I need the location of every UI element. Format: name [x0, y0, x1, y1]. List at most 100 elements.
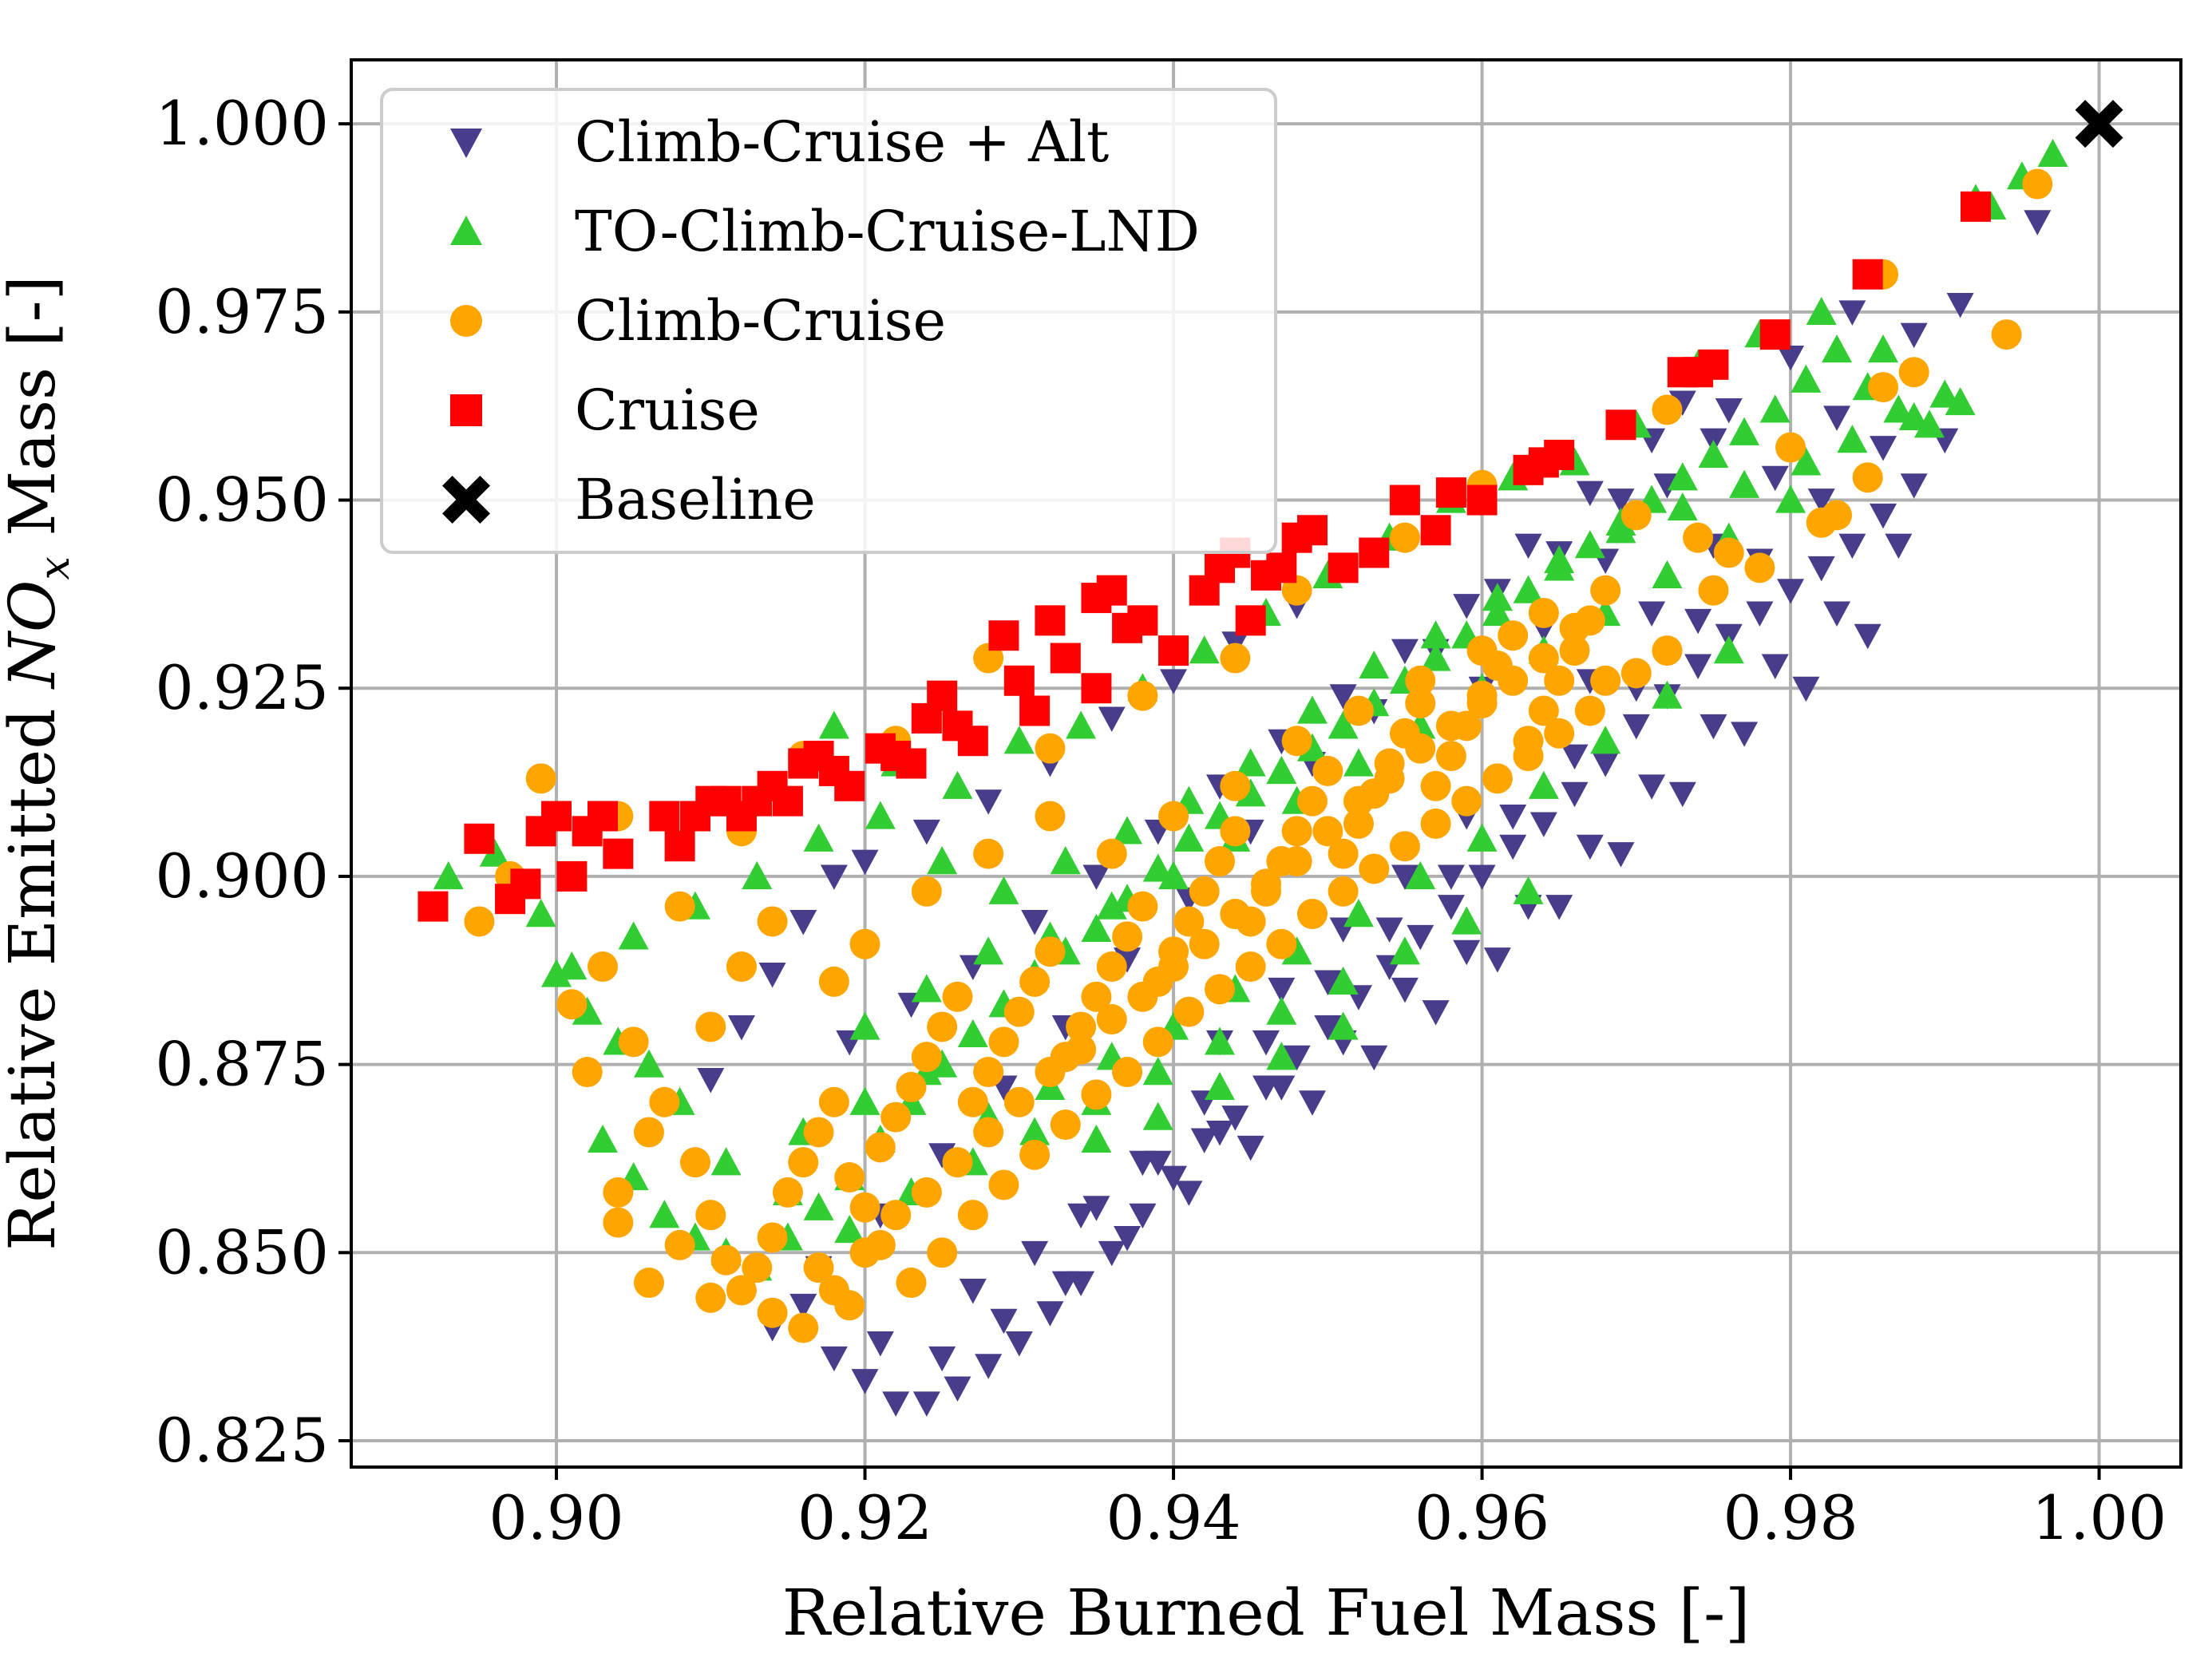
data-point [1067, 1203, 1095, 1229]
x-axis-title: Relative Burned Fuel Mass [-] [782, 1576, 1751, 1650]
data-point [1189, 876, 1220, 907]
data-point [1807, 556, 1835, 582]
data-point [525, 763, 556, 794]
data-point [1235, 778, 1266, 807]
data-point [1220, 816, 1251, 847]
data-point [572, 996, 603, 1025]
data-point [1559, 612, 1590, 643]
data-point [1175, 1181, 1203, 1206]
data-point [1081, 673, 1112, 704]
y-tick-label: 0.950 [155, 465, 329, 536]
data-point [1482, 763, 1513, 794]
data-point [1266, 755, 1297, 785]
data-point [880, 1200, 912, 1231]
data-point [1281, 936, 1312, 965]
data-point [1483, 947, 1511, 973]
data-point [1420, 515, 1451, 546]
data-point [896, 748, 927, 779]
data-point [1160, 669, 1188, 694]
data-point [1220, 899, 1251, 930]
data-point [911, 1042, 942, 1073]
data-point [1435, 710, 1466, 742]
data-point [1096, 891, 1127, 920]
data-point [1775, 432, 1806, 463]
data-point [1868, 372, 1899, 403]
data-point [1314, 970, 1342, 995]
data-point [1759, 394, 1791, 423]
data-point [1019, 695, 1051, 726]
data-point [1559, 635, 1590, 666]
y-axis-title: Relative Emitted NOx Mass [-] [0, 275, 79, 1251]
x-tick-label: 1.00 [2032, 1482, 2166, 1553]
data-point [1205, 846, 1236, 877]
data-point [695, 1282, 726, 1313]
data-point [1746, 601, 1774, 627]
data-point [1544, 544, 1575, 574]
data-point [1019, 966, 1051, 997]
data-point [633, 1268, 664, 1299]
data-point [1328, 552, 1359, 583]
y-tick-label: 0.825 [155, 1405, 329, 1476]
data-point [1437, 864, 1465, 890]
data-point [1142, 1102, 1173, 1130]
data-point [1420, 620, 1451, 649]
data-point [1806, 296, 1837, 325]
data-point [1529, 812, 1557, 837]
data-point [1731, 722, 1759, 747]
data-point [1343, 748, 1374, 777]
x-tick-label: 0.92 [797, 1482, 932, 1553]
data-point [942, 981, 973, 1012]
data-point [1528, 597, 1559, 628]
data-point [896, 1268, 927, 1299]
data-point [1576, 481, 1604, 507]
data-point [1036, 1301, 1064, 1327]
data-point [942, 1147, 973, 1178]
data-point [1296, 733, 1328, 761]
data-point [944, 1376, 971, 1402]
series-climb-cruise [464, 168, 2053, 1343]
data-point [1190, 1128, 1218, 1153]
data-point [1237, 1135, 1264, 1161]
data-point [1281, 846, 1312, 877]
data-point [697, 1068, 725, 1094]
data-point [865, 1229, 896, 1260]
data-point [959, 1278, 987, 1304]
data-point [1513, 575, 1544, 603]
data-point [927, 1049, 958, 1078]
data-point [649, 801, 680, 832]
data-point [1035, 801, 1066, 832]
data-point [1112, 816, 1143, 844]
data-point [834, 1290, 865, 1321]
data-point [433, 860, 464, 890]
y-tick-label: 1.000 [155, 88, 329, 159]
data-point [1638, 774, 1666, 800]
data-point [1605, 409, 1636, 441]
data-point [1296, 515, 1328, 546]
data-point [1870, 436, 1897, 461]
data-point [789, 910, 817, 935]
legend-box [380, 88, 1277, 554]
data-point [1466, 823, 1498, 852]
data-point [849, 1192, 880, 1223]
data-point [1898, 357, 1929, 388]
data-point [1885, 533, 1913, 560]
data-point [556, 951, 588, 980]
data-point [1343, 695, 1374, 726]
data-point [1050, 643, 1081, 674]
data-point [1281, 816, 1312, 847]
data-point [1142, 1026, 1173, 1058]
data-point [803, 823, 834, 852]
data-point [1420, 770, 1451, 801]
data-point [695, 1011, 726, 1042]
data-point [912, 1391, 940, 1417]
data-point [1220, 770, 1251, 801]
data-point [818, 966, 849, 997]
data-point [1405, 688, 1436, 719]
data-point [1437, 895, 1465, 920]
data-point [556, 860, 588, 892]
data-point [695, 1200, 726, 1231]
data-point [664, 1229, 695, 1260]
data-point [618, 921, 649, 950]
data-point [1266, 928, 1297, 959]
data-point [1823, 601, 1851, 627]
